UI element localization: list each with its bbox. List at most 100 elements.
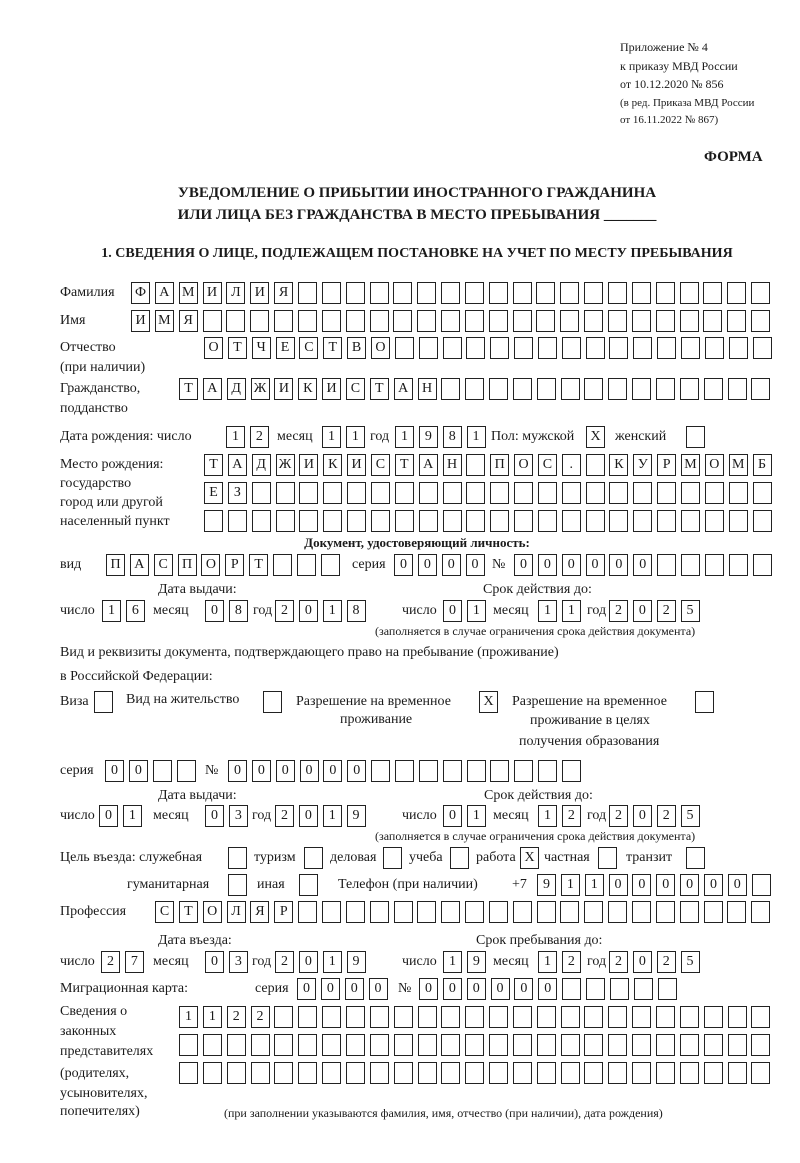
char-cell[interactable] — [703, 310, 723, 332]
char-cell[interactable] — [488, 282, 508, 304]
char-cell[interactable]: 2 — [249, 426, 269, 448]
char-cell[interactable]: М — [154, 310, 174, 332]
char-cell[interactable] — [345, 310, 365, 332]
char-cell[interactable]: М — [728, 454, 748, 476]
char-cell[interactable]: 1 — [322, 600, 342, 622]
char-cell[interactable]: 1 — [560, 874, 580, 896]
purpose-work-checkbox[interactable]: X — [520, 847, 544, 869]
char-cell[interactable] — [561, 482, 581, 504]
char-cell[interactable] — [417, 1006, 437, 1028]
char-cell[interactable] — [728, 337, 748, 359]
char-cell[interactable] — [275, 482, 295, 504]
char-cell[interactable] — [465, 1034, 485, 1056]
char-cell[interactable] — [536, 1034, 556, 1056]
char-cell[interactable] — [752, 482, 772, 504]
char-cell[interactable] — [679, 282, 699, 304]
char-cell[interactable]: Р — [225, 554, 245, 576]
char-cell[interactable] — [204, 510, 223, 532]
char-cell[interactable] — [489, 1006, 509, 1028]
char-cell[interactable] — [655, 282, 675, 304]
char-cell[interactable] — [751, 1062, 771, 1084]
char-cell[interactable] — [752, 554, 772, 576]
char-cell[interactable] — [490, 510, 510, 532]
char-cell[interactable]: М — [681, 454, 700, 476]
char-cell[interactable]: В — [347, 337, 367, 359]
char-cell[interactable] — [560, 378, 580, 400]
char-cell[interactable] — [633, 337, 653, 359]
char-cell[interactable] — [560, 310, 580, 332]
char-cell[interactable]: Ж — [275, 454, 295, 476]
char-cell[interactable] — [490, 482, 510, 504]
char-cell[interactable] — [369, 1062, 389, 1084]
purpose-tourism-checkbox[interactable] — [304, 847, 328, 869]
char-cell[interactable] — [727, 310, 747, 332]
char-cell[interactable] — [179, 1034, 198, 1056]
char-cell[interactable]: Е — [275, 337, 295, 359]
char-cell[interactable] — [514, 337, 534, 359]
char-cell[interactable]: Т — [179, 378, 198, 400]
char-cell[interactable]: 2 — [101, 951, 120, 973]
char-cell[interactable] — [298, 1034, 318, 1056]
char-cell[interactable] — [686, 426, 705, 448]
char-cell[interactable] — [656, 1034, 675, 1056]
char-cell[interactable] — [321, 901, 341, 923]
char-cell[interactable] — [633, 510, 653, 532]
char-cell[interactable]: 1 — [226, 426, 245, 448]
char-cell[interactable]: 9 — [418, 426, 438, 448]
char-cell[interactable] — [299, 482, 319, 504]
char-cell[interactable] — [537, 482, 557, 504]
char-cell[interactable]: Т — [369, 378, 389, 400]
char-cell[interactable] — [703, 1034, 723, 1056]
char-cell[interactable] — [393, 1062, 413, 1084]
char-cell[interactable] — [226, 310, 246, 332]
char-cell[interactable] — [633, 978, 653, 1000]
char-cell[interactable] — [585, 510, 605, 532]
char-cell[interactable] — [228, 847, 247, 869]
char-cell[interactable] — [704, 482, 724, 504]
char-cell[interactable] — [561, 760, 581, 782]
char-cell[interactable]: О — [704, 454, 724, 476]
char-cell[interactable] — [94, 691, 113, 713]
char-cell[interactable] — [393, 1034, 413, 1056]
char-cell[interactable]: 8 — [228, 600, 248, 622]
char-cell[interactable]: 0 — [298, 951, 318, 973]
char-cell[interactable] — [272, 554, 292, 576]
char-cell[interactable] — [297, 310, 317, 332]
char-cell[interactable]: 1 — [122, 805, 142, 827]
char-cell[interactable] — [297, 282, 317, 304]
char-cell[interactable]: 0 — [465, 554, 485, 576]
char-cell[interactable]: 5 — [680, 600, 700, 622]
char-cell[interactable]: С — [345, 378, 365, 400]
char-cell[interactable] — [489, 378, 509, 400]
char-cell[interactable] — [179, 1062, 198, 1084]
char-cell[interactable]: 2 — [609, 600, 628, 622]
char-cell[interactable]: А — [418, 454, 438, 476]
char-cell[interactable] — [274, 310, 294, 332]
char-cell[interactable] — [514, 510, 534, 532]
char-cell[interactable] — [322, 1062, 342, 1084]
char-cell[interactable]: 0 — [632, 600, 652, 622]
char-cell[interactable] — [657, 337, 677, 359]
char-cell[interactable] — [657, 978, 677, 1000]
char-cell[interactable]: 0 — [585, 554, 605, 576]
char-cell[interactable] — [655, 901, 675, 923]
char-cell[interactable] — [393, 1006, 413, 1028]
representatives-row-2[interactable] — [179, 1034, 775, 1056]
char-cell[interactable] — [632, 1062, 652, 1084]
char-cell[interactable] — [394, 337, 414, 359]
char-cell[interactable]: 3 — [228, 805, 248, 827]
char-cell[interactable] — [679, 378, 699, 400]
char-cell[interactable] — [728, 510, 748, 532]
purpose-service-checkbox[interactable] — [228, 847, 252, 869]
sex-female-checkbox[interactable] — [686, 426, 710, 448]
char-cell[interactable]: Т — [204, 454, 223, 476]
